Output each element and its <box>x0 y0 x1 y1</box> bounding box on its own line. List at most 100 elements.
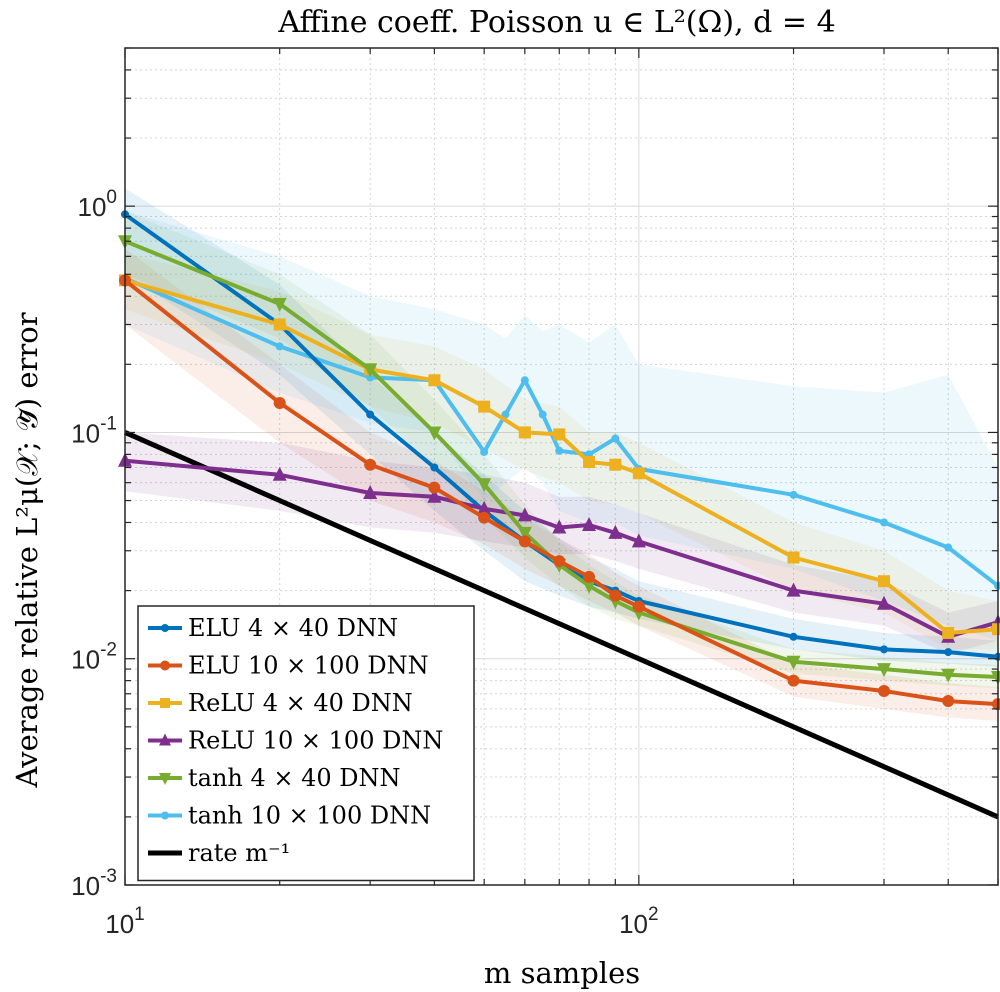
data-point <box>992 623 1000 636</box>
data-point <box>583 570 596 583</box>
data-point <box>786 582 801 597</box>
data-point <box>582 579 597 594</box>
x-axis-label: m samples <box>484 956 640 990</box>
data-point <box>478 400 491 413</box>
data-point <box>787 551 800 564</box>
data-point <box>517 507 532 522</box>
data-point <box>363 363 378 378</box>
data-point <box>275 342 284 351</box>
y-tick-label: 10-3 <box>71 866 117 901</box>
data-point <box>273 318 286 331</box>
legend-item: ELU 4 × 40 DNN <box>148 614 398 642</box>
legend-item: ReLU 4 × 40 DNN <box>148 689 413 717</box>
legend-label: tanh 10 × 100 DNN <box>188 802 431 830</box>
y-tick-label: 10-1 <box>71 413 117 448</box>
data-point <box>880 645 889 654</box>
data-point <box>583 456 596 469</box>
legend-label: ELU 10 × 100 DNN <box>188 652 429 680</box>
data-point <box>272 297 287 312</box>
data-point <box>608 524 623 539</box>
data-point <box>363 484 378 499</box>
data-point <box>553 428 566 441</box>
data-point <box>609 458 622 471</box>
data-point <box>944 543 953 552</box>
error-band <box>125 211 998 689</box>
legend: ELU 4 × 40 DNN ELU 10 × 100 DNN ReLU 4 × 4… <box>137 605 475 882</box>
legend-label: tanh 4 × 40 DNN <box>188 764 401 792</box>
x-tick-label: 102 <box>619 904 659 939</box>
data-point <box>518 426 531 439</box>
data-point <box>553 555 566 568</box>
series-2 <box>119 274 1000 639</box>
data-point <box>478 511 491 524</box>
data-point <box>611 434 620 443</box>
tick-labels: 101 102 10-3 10-2 10-1 100 <box>71 187 658 939</box>
data-point <box>428 374 441 387</box>
legend-item: tanh 10 × 100 DNN <box>148 802 431 830</box>
data-point <box>789 490 798 499</box>
legend-item: tanh 4 × 40 DNN <box>148 764 401 792</box>
series-line <box>123 430 1000 820</box>
data-point <box>364 458 377 471</box>
series-lines <box>118 210 1000 820</box>
data-point <box>632 600 645 613</box>
y-tick-label: 100 <box>78 187 118 222</box>
data-point <box>480 447 489 456</box>
data-point <box>427 488 442 503</box>
data-point <box>518 535 531 548</box>
data-point <box>159 733 171 746</box>
data-point <box>272 466 287 481</box>
legend-item: ReLU 10 × 100 DNN <box>148 727 443 755</box>
series-3 <box>118 452 1000 643</box>
y-tick-label: 10-2 <box>71 640 117 675</box>
data-point <box>520 376 529 385</box>
data-point <box>942 626 955 639</box>
data-point <box>160 660 170 671</box>
legend-item: ELU 10 × 100 DNN <box>148 652 429 680</box>
legend-box <box>137 605 475 882</box>
axes <box>124 47 999 886</box>
data-point <box>160 698 170 708</box>
data-point <box>878 685 891 698</box>
data-point <box>477 500 492 515</box>
series-1 <box>119 274 1000 711</box>
data-point <box>273 396 286 409</box>
legend-label: ELU 4 × 40 DNN <box>188 614 398 642</box>
data-point <box>428 481 441 494</box>
legend-label: rate m⁻¹ <box>188 839 290 867</box>
data-point <box>880 518 889 527</box>
data-point <box>517 526 532 541</box>
data-point <box>366 410 375 419</box>
data-point <box>609 589 622 602</box>
y-axis-label: Average relative L²μ(𝒳; 𝒴̃) error <box>10 312 44 788</box>
data-point <box>631 533 646 548</box>
data-point <box>430 463 439 472</box>
data-point <box>942 695 955 708</box>
legend-label: ReLU 4 × 40 DNN <box>188 689 413 717</box>
data-point <box>161 624 169 632</box>
data-point <box>786 655 801 670</box>
series-line <box>124 239 999 679</box>
data-point <box>877 595 892 610</box>
data-point <box>552 519 567 534</box>
legend-item: rate m⁻¹ <box>148 839 290 867</box>
data-point <box>427 426 442 441</box>
data-point <box>161 811 169 820</box>
data-point <box>538 410 547 419</box>
series-6 <box>123 430 1000 820</box>
data-point <box>787 674 800 687</box>
data-point <box>366 373 375 382</box>
data-point <box>877 663 892 678</box>
data-point <box>941 668 956 683</box>
error-band <box>125 188 998 667</box>
data-point <box>555 446 564 455</box>
data-point <box>477 478 492 493</box>
series-line <box>124 458 999 639</box>
x-tick-label: 101 <box>105 904 145 939</box>
data-point <box>789 632 798 641</box>
data-point <box>878 575 891 588</box>
data-point <box>632 467 645 480</box>
legend-label: ReLU 10 × 100 DNN <box>188 727 443 755</box>
plot-frame <box>124 47 999 886</box>
